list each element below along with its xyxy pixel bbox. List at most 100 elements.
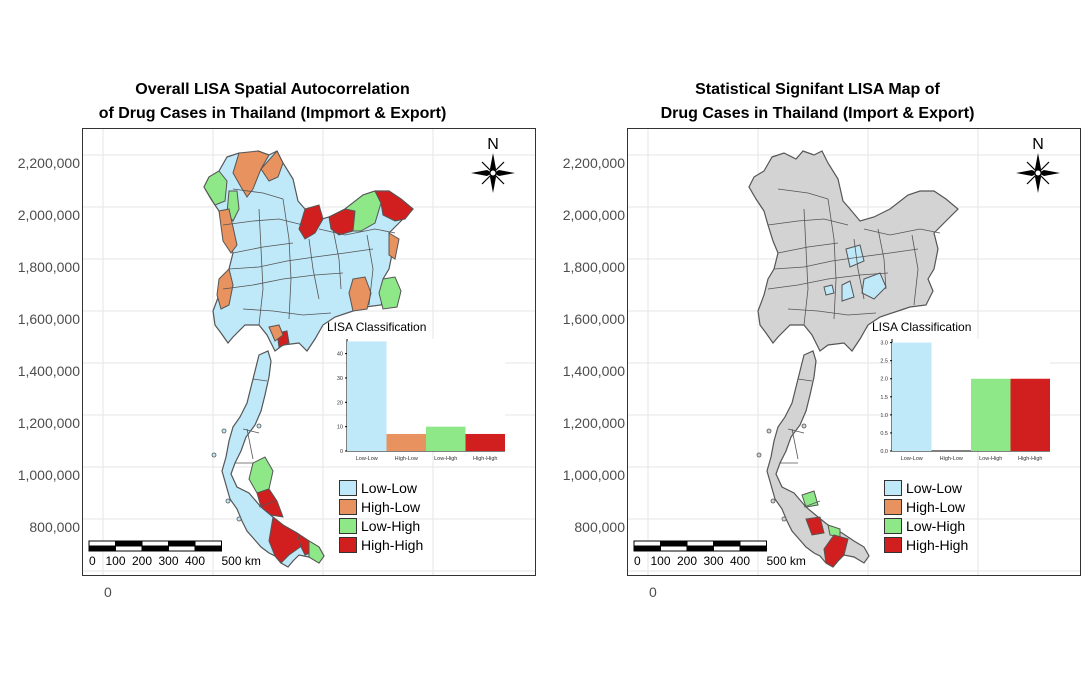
- y-axis-tick: 800,000: [29, 519, 80, 535]
- north-arrow: N: [1016, 136, 1060, 193]
- y-axis-tick: 1,200,000: [562, 415, 625, 431]
- province-high-high: [823, 534, 849, 568]
- legend-swatch: [339, 536, 357, 553]
- panel-title: Overall LISA Spatial Autocorrelation of D…: [0, 78, 545, 126]
- inset-x-tick: High-Low: [940, 456, 963, 462]
- inset-x-tick: High-Low: [395, 456, 418, 462]
- province-boundary: [797, 378, 813, 382]
- inset-x-tick: High-High: [1018, 456, 1042, 462]
- province-low-low: [823, 284, 835, 296]
- island: [770, 498, 776, 504]
- legend-item: High-High: [884, 535, 968, 554]
- panel-title-line1: Overall LISA Spatial Autocorrelation: [135, 81, 410, 98]
- island: [211, 452, 217, 458]
- scale-bar-label: 400: [185, 554, 205, 568]
- inset-x-tick: Low-High: [434, 456, 457, 462]
- province-boundary: [773, 248, 919, 270]
- panel-title-line2: of Drug Cases in Thailand (Impmort & Exp…: [98, 105, 447, 122]
- province-boundary: [803, 500, 821, 508]
- province-low-high: [343, 190, 382, 232]
- inset-y-tick: 0.0: [880, 449, 888, 455]
- province-low-high: [248, 456, 274, 494]
- y-axis-tick: 1,600,000: [17, 311, 80, 327]
- legend-swatch: [339, 479, 357, 496]
- scale-bar-label: 300: [703, 554, 723, 568]
- scale-bar-label: 300: [158, 554, 178, 568]
- province-boundary: [318, 228, 396, 236]
- province-low-high: [378, 276, 402, 310]
- scale-bar: 0 100 200 300 400 500 km: [633, 540, 806, 568]
- inset-x-tick: Low-Low: [901, 456, 923, 462]
- y-axis-tick: 2,200,000: [17, 155, 80, 171]
- inset-bar: [465, 433, 505, 451]
- thailand-map: N0 100 200 300 400 500 km: [83, 129, 535, 575]
- legend-item: Low-High: [884, 516, 965, 535]
- island: [236, 516, 242, 522]
- legend-label: Low-High: [361, 517, 421, 534]
- legend-label: Low-Low: [361, 479, 418, 496]
- legend-label: Low-High: [906, 517, 966, 534]
- province-boundary: [863, 228, 941, 236]
- island: [221, 428, 227, 434]
- inset-bar-chart: LISA Classification 0 10 20 30 40 Low-Low High-…: [327, 320, 505, 462]
- province-boundary: [767, 272, 889, 290]
- inset-bar: [892, 342, 932, 451]
- y-axis-tick: 2,000,000: [17, 207, 80, 223]
- island: [801, 423, 807, 429]
- y-axis-tick: 1,000,000: [562, 467, 625, 483]
- province-high-high: [374, 190, 414, 222]
- province-high-low: [268, 324, 284, 342]
- province-high-low: [348, 276, 372, 312]
- province-boundary: [252, 378, 268, 382]
- province-high-low: [388, 232, 400, 260]
- inset-y-tick: 30: [337, 376, 343, 382]
- y-axis-tick: 1,000,000: [17, 467, 80, 483]
- map-legend: Low-Low High-Low Low-High High-High: [339, 478, 449, 558]
- y-axis-tick: 1,400,000: [17, 363, 80, 379]
- x-axis-tick: 0: [104, 584, 112, 600]
- province-boundary: [791, 428, 799, 460]
- inset-y-tick: 40: [337, 352, 343, 358]
- province-boundary: [242, 308, 332, 316]
- legend-label: High-High: [906, 536, 969, 553]
- province-boundary: [228, 248, 374, 270]
- inset-y-tick: 1.5: [880, 395, 888, 401]
- north-arrow-label: N: [487, 136, 499, 153]
- scale-bar-label: 400: [730, 554, 750, 568]
- legend-label: High-Low: [906, 498, 966, 515]
- island: [781, 516, 787, 522]
- inset-chart-title: LISA Classification: [872, 320, 971, 334]
- thailand-map: N0 100 200 300 400 500 km: [628, 129, 1080, 575]
- province-boundary: [246, 428, 254, 460]
- province-high-low: [218, 208, 238, 254]
- map-region-south: [766, 350, 870, 568]
- inset-bar: [971, 378, 1011, 451]
- province-boundary: [232, 188, 284, 200]
- inset-y-tick: 2.5: [880, 359, 888, 365]
- province-low-high: [308, 540, 325, 564]
- province-high-high: [805, 516, 825, 536]
- legend-item: Low-Low: [339, 478, 417, 497]
- scale-bar-label: 500 km: [222, 554, 261, 568]
- legend-swatch: [884, 479, 902, 496]
- province-boundary: [222, 218, 304, 226]
- scale-bar-label: 200: [677, 554, 697, 568]
- province-high-high: [268, 516, 304, 564]
- inset-y-tick: 0: [340, 449, 343, 455]
- province-boundary: [787, 428, 805, 434]
- province-boundary: [242, 428, 260, 434]
- inset-bar: [386, 433, 426, 451]
- island: [256, 423, 262, 429]
- inset-y-tick: 10: [337, 425, 343, 431]
- panel-title-line1: Statistical Signifant LISA Map of: [695, 81, 940, 98]
- province-boundary: [232, 242, 294, 254]
- scale-bar-label: 0: [634, 554, 641, 568]
- province-boundary: [767, 218, 849, 226]
- map-region-south: [221, 350, 325, 568]
- map-frame: N 0 100 200 300 400 500 km LISA Classification 0…: [627, 128, 1081, 576]
- inset-y-tick: 20: [337, 400, 343, 406]
- inset-x-tick: High-High: [473, 456, 497, 462]
- province-high-high: [298, 204, 324, 240]
- legend-item: High-High: [339, 535, 423, 554]
- y-axis-tick: 1,200,000: [17, 415, 80, 431]
